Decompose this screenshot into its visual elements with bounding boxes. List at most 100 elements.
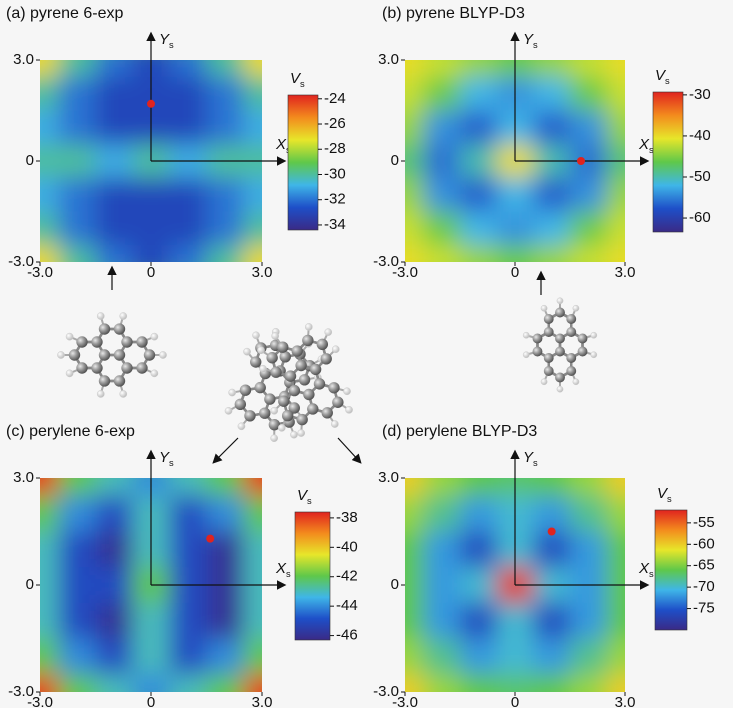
heat-cell (423, 674, 460, 708)
heat-cell (570, 43, 607, 77)
molecules (57, 298, 596, 442)
hydrogen-atom (541, 305, 547, 311)
heat-cell (533, 77, 570, 111)
y-axis-label: Ys (159, 449, 174, 468)
colorbar (653, 92, 683, 232)
heat-cell (460, 43, 497, 77)
hydrogen-atom (238, 423, 245, 430)
carbon-atom (250, 356, 261, 367)
heat-cell (365, 496, 424, 532)
y-tick-label: 0 (26, 152, 34, 169)
colorbar-tick-label: -28 (324, 140, 346, 157)
colorbar (655, 510, 687, 630)
heat-cell (460, 532, 497, 568)
hydrogen-atom (151, 370, 158, 377)
carbon-atom (566, 327, 576, 337)
heat-cell (96, 111, 134, 145)
carbon-atom (544, 327, 554, 337)
colorbar-tick-label: -60 (689, 209, 711, 226)
marker-point (577, 157, 585, 165)
x-axis-label: Xs (638, 560, 654, 579)
carbon-atom (121, 336, 132, 347)
carbon-atom (99, 349, 110, 360)
panel-title: (a) pyrene 6-exp (6, 5, 123, 22)
hydrogen-atom (120, 312, 127, 319)
heat-cell (96, 245, 134, 279)
heat-cell (0, 496, 59, 532)
heat-cell (0, 111, 59, 145)
heat-cell (170, 245, 208, 279)
x-tick-label: 0 (511, 694, 519, 708)
heat-cell (423, 603, 460, 639)
heat-cell (59, 43, 97, 77)
x-tick-label: 3.0 (615, 694, 636, 708)
heat-cell (244, 639, 304, 675)
carbon-atom (555, 308, 565, 318)
heat-cell (59, 532, 97, 568)
carbon-atom (259, 407, 270, 418)
heat-cell (59, 639, 97, 675)
hydrogen-atom (259, 365, 266, 372)
carbon-atom (285, 370, 296, 381)
heat-cell (59, 144, 97, 178)
heat-cell (59, 674, 97, 708)
carbon-atom (91, 336, 102, 347)
heat-cell (533, 460, 570, 496)
x-axis-label: Xs (638, 136, 654, 155)
heat-cell (96, 43, 134, 77)
heat-cell (207, 178, 245, 212)
heat-cell (133, 212, 171, 246)
heat-cell (96, 639, 134, 675)
heat-cell (133, 639, 171, 675)
x-axis-label: Xs (275, 560, 291, 579)
carbon-atom (255, 382, 266, 393)
heat-cell (460, 245, 497, 279)
heat-cell (170, 674, 208, 708)
figure: YsXs-3.003.0-3.003.0(a) pyrene 6-exp-24-… (0, 0, 733, 708)
heat-cell (96, 674, 134, 708)
heat-cell (497, 639, 534, 675)
carbon-atom (295, 360, 306, 371)
hydrogen-atom (97, 312, 104, 319)
marker-point (548, 528, 556, 536)
x-tick-label: 3.0 (252, 694, 273, 708)
colorbar (288, 95, 318, 230)
heat-cell (244, 603, 304, 639)
carbon-atom (307, 403, 318, 414)
heat-cell (570, 460, 607, 496)
heat-cell (96, 496, 134, 532)
heat-cell (170, 77, 208, 111)
hydrogen-atom (271, 407, 278, 414)
heat-cell (133, 603, 171, 639)
carbon-atom (114, 323, 125, 334)
heat-cell (170, 496, 208, 532)
y-axis-label: Ys (523, 449, 538, 468)
carbon-atom (76, 362, 87, 373)
heat-cell (533, 532, 570, 568)
carbon-atom (566, 314, 576, 324)
heat-cell (365, 21, 424, 77)
hydrogen-atom (278, 424, 285, 431)
colorbar-tick-label: -75 (693, 600, 715, 617)
colorbar-tick-label: -50 (689, 168, 711, 185)
heat-cell (365, 77, 424, 111)
heat-cell (96, 603, 134, 639)
y-tick-label: 3.0 (13, 469, 34, 486)
carbon-atom (328, 382, 339, 393)
panel-title: (b) pyrene BLYP-D3 (382, 5, 525, 22)
colorbar-tick-label: -60 (693, 535, 715, 552)
heat-cell (423, 43, 460, 77)
carbon-atom (544, 353, 554, 363)
heat-cell (533, 639, 570, 675)
heat-cell (0, 178, 59, 212)
heat-cell (207, 77, 245, 111)
heat-cell (460, 460, 497, 496)
carbon-atom (566, 353, 576, 363)
heat-cell (207, 639, 245, 675)
heat-cell (0, 532, 59, 568)
heat-cell (59, 178, 97, 212)
carbon-atom (99, 375, 110, 386)
carbon-atom (302, 335, 313, 346)
heat-cell (570, 212, 607, 246)
carbon-atom (332, 397, 343, 408)
